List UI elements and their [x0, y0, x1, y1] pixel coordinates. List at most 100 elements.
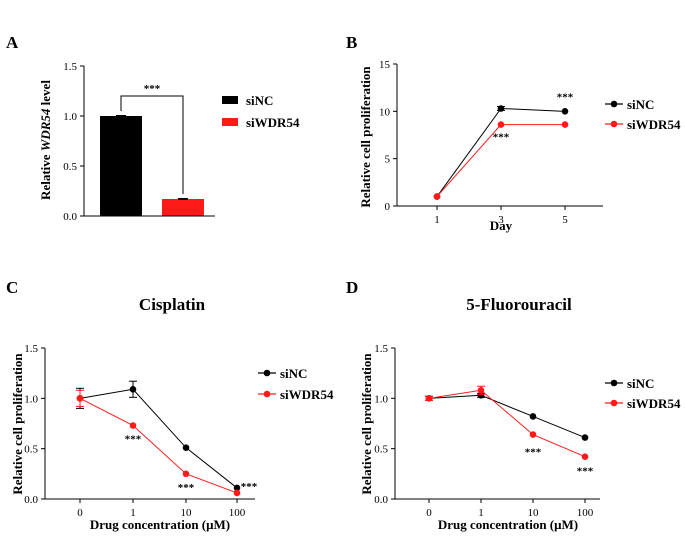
data-point — [129, 385, 137, 393]
legend-label-sinc: siNC — [627, 97, 654, 112]
x-tick-label: 1 — [434, 214, 440, 226]
x-tick-label: 10 — [181, 507, 193, 519]
legend-label-siwdr54: siWDR54 — [280, 387, 334, 402]
legend-marker-siwdr54 — [610, 399, 618, 407]
x-tick-label: 0 — [426, 507, 432, 519]
data-point — [561, 121, 569, 128]
data-point — [581, 434, 589, 441]
plot-area-d: 0.0 0.5 1.0 1.5 0 1 10 100 *** *** — [374, 343, 600, 519]
plot-area-a: *** 0.0 0.5 1.0 1.5 — [63, 61, 215, 223]
significance-bracket — [120, 95, 184, 194]
legend-marker-sinc — [610, 379, 618, 387]
y-tick-label: 5 — [385, 154, 391, 166]
legend-marker-sinc — [263, 369, 271, 377]
significance-label: *** — [125, 434, 142, 446]
data-point — [529, 413, 537, 420]
y-tick-label: 0.0 — [24, 494, 38, 506]
significance-label: *** — [241, 481, 258, 493]
x-tick-label: 1 — [130, 507, 136, 519]
x-tick-label: 1 — [478, 507, 484, 519]
legend-d: siNC siWDR54 — [605, 376, 681, 411]
significance-label: *** — [577, 466, 594, 478]
chart-title-d: 5-Fluorouracil — [466, 295, 572, 314]
x-tick-label: 0 — [77, 507, 83, 519]
y-tick-label: 1.0 — [374, 393, 388, 405]
x-axis-label-c: Drug concentration (μM) — [90, 517, 230, 532]
data-point — [581, 453, 589, 461]
y-tick-label: 0.5 — [374, 444, 388, 456]
data-point — [233, 484, 241, 492]
data-point — [425, 395, 433, 402]
y-tick-label: 1.5 — [374, 343, 388, 355]
series-line — [79, 397, 238, 494]
x-tick-label: 100 — [577, 507, 594, 519]
data-point — [497, 105, 505, 112]
y-axis-label-a: Relative WDR54 level — [38, 80, 53, 200]
panel-b: B Relative cell proliferation Day 051015… — [346, 33, 681, 233]
x-tick-label: 100 — [229, 507, 246, 519]
panel-letter-c: C — [6, 278, 18, 297]
x-tick-label: 10 — [528, 507, 540, 519]
legend-label-sinc: siNC — [280, 366, 307, 381]
data-point — [561, 108, 569, 115]
y-tick-label: 1.5 — [24, 343, 38, 355]
data-point — [182, 470, 190, 478]
x-axis-label-b: Day — [490, 218, 513, 233]
panel-letter-a: A — [6, 33, 19, 52]
data-point — [477, 392, 485, 399]
data-point — [433, 193, 441, 200]
x-tick-label: 3 — [498, 214, 504, 226]
significance-label: *** — [557, 92, 574, 104]
y-tick-label: 1.0 — [63, 111, 77, 123]
data-point — [233, 489, 241, 497]
legend-a: siNC siWDR54 — [222, 93, 300, 130]
y-tick-label: 0.5 — [24, 444, 38, 456]
panel-letter-b: B — [346, 33, 357, 52]
significance-label: *** — [178, 482, 195, 494]
y-tick-label: 1.0 — [24, 393, 38, 405]
legend-label-sinc: siNC — [627, 376, 654, 391]
y-axis-label-b: Relative cell proliferation — [358, 66, 373, 208]
data-point — [76, 395, 84, 402]
x-tick-label: 5 — [562, 214, 568, 226]
x-axis-label-d: Drug concentration (μM) — [438, 517, 578, 532]
y-tick-label: 0.0 — [63, 211, 77, 223]
chart-title-c: Cisplatin — [139, 295, 206, 314]
plot-area-c: 0.0 0.5 1.0 1.5 0 1 10 100 *** *** *** — [24, 343, 258, 519]
data-point — [529, 431, 537, 438]
significance-label: *** — [144, 83, 161, 95]
y-tick-label: 1.5 — [63, 61, 77, 73]
significance-label: *** — [493, 132, 510, 144]
panel-a: A Relative WDR54 level *** 0.0 0.5 1.0 1.5 s… — [6, 33, 300, 223]
bar — [162, 199, 204, 216]
legend-c: siNC siWDR54 — [258, 366, 334, 402]
y-axis-label-c: Relative cell proliferation — [10, 353, 25, 495]
legend-swatch-siwdr54 — [222, 118, 238, 126]
significance-label: *** — [525, 447, 542, 459]
series-line — [428, 394, 586, 439]
legend-label-siwdr54: siWDR54 — [627, 117, 681, 132]
legend-label-siwdr54: siWDR54 — [246, 115, 300, 130]
bar — [100, 116, 142, 216]
plot-area-b: 0 5 10 15 1 3 5 *** *** — [379, 59, 603, 226]
y-tick-label: 15 — [379, 59, 391, 71]
data-point — [497, 121, 505, 128]
y-tick-label: 10 — [379, 106, 391, 118]
data-point — [129, 422, 137, 429]
y-tick-label: 0 — [385, 201, 391, 213]
legend-marker-sinc — [610, 100, 618, 108]
panel-letter-d: D — [346, 278, 358, 297]
y-tick-label: 0.0 — [374, 494, 388, 506]
y-axis-label-d: Relative cell proliferation — [359, 353, 374, 495]
data-point — [477, 386, 485, 394]
series-line — [79, 388, 238, 489]
series-line — [428, 389, 586, 458]
panel-d: D 5-Fluorouracil Relative cell prolifera… — [346, 278, 681, 532]
legend-label-sinc: siNC — [246, 93, 273, 108]
y-tick-label: 0.5 — [63, 161, 77, 173]
panel-c: C Cisplatin Relative cell proliferation … — [6, 278, 334, 532]
legend-b: siNC siWDR54 — [605, 97, 681, 132]
legend-label-siwdr54: siWDR54 — [627, 396, 681, 411]
data-point — [182, 444, 190, 451]
